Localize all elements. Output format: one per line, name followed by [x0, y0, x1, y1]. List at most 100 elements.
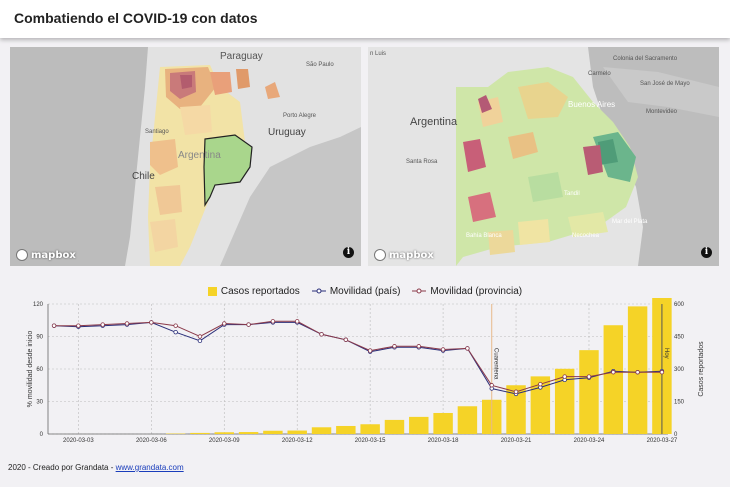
mapbox-logo[interactable]: mapbox [16, 249, 76, 261]
y-right-tick-label: 600 [674, 302, 685, 308]
point-country [197, 338, 203, 344]
bar-cases [409, 416, 429, 434]
point-province [513, 389, 519, 394]
annotation-label: Hoy [663, 348, 669, 359]
map-province-canvas[interactable]: n Luis Argentina Santa Rosa Buenos Aires… [368, 47, 719, 266]
label-tandil: Tandil [564, 191, 580, 197]
y-right-axis-label: Casos reportados [698, 341, 705, 397]
line-province [54, 320, 662, 393]
info-icon[interactable]: i [343, 247, 354, 258]
legend-bar-swatch [207, 286, 217, 296]
point-province [416, 344, 421, 349]
label-carmelo: Carmelo [588, 71, 611, 77]
bar-cases [457, 406, 478, 434]
label-argentina: Argentina [410, 116, 458, 128]
footer-link[interactable]: www.grandata.com [115, 463, 184, 472]
line-country [54, 321, 662, 395]
bar-cases [554, 368, 575, 434]
point-province [270, 319, 276, 324]
label-paraguay: Paraguay [220, 51, 263, 62]
map-argentina-country[interactable]: Paraguay São Paulo Uruguay Porto Alegre … [10, 47, 361, 266]
mapbox-logo[interactable]: mapbox [374, 249, 434, 261]
legend-label-cases: Casos reportados [220, 285, 300, 297]
bar-cases [263, 430, 283, 434]
x-tick-label: 2020-03-24 [574, 438, 605, 444]
mobility-cases-chart[interactable]: 0 0 30 150 60 300 90 450 120 600 2020-03-03 2020-03… [0, 298, 730, 458]
point-province [392, 344, 397, 349]
y-right-tick-label: 300 [674, 367, 685, 373]
point-province [222, 321, 227, 326]
point-province [586, 374, 592, 379]
legend-label-province: Movilidad (provincia) [430, 285, 523, 297]
y-left-axis-label: % movilidad desde inicio [27, 331, 34, 408]
point-province [343, 337, 349, 342]
y-left-tick-label: 0 [40, 432, 44, 438]
y-left-tick-label: 30 [36, 400, 43, 406]
point-province [173, 323, 178, 328]
point-province [246, 322, 251, 327]
label-necochea: Necochea [572, 233, 600, 239]
point-country [173, 329, 178, 335]
bar-cases [336, 425, 356, 434]
bar-cases [603, 325, 624, 434]
point-province [635, 370, 640, 375]
x-tick-label: 2020-03-18 [428, 438, 459, 444]
label-buenos-aires: Buenos Aires [568, 100, 615, 109]
bar-cases [579, 350, 599, 434]
legend-label-country: Movilidad (país) [329, 285, 401, 297]
label-porto-alegre: Porto Alegre [283, 113, 317, 119]
legend-item-country[interactable]: Movilidad (país) [311, 284, 401, 298]
map-country-canvas[interactable]: Paraguay São Paulo Uruguay Porto Alegre … [10, 47, 361, 266]
point-province [440, 347, 446, 352]
point-province [197, 334, 203, 339]
mapbox-logo-text: mapbox [31, 249, 76, 261]
bar-cases [287, 430, 307, 434]
point-province [659, 370, 665, 375]
page-title: Combatiendo el COVID-19 con datos [14, 10, 258, 26]
chart-legend: Casos reportados Movilidad (país) Movili… [0, 284, 730, 298]
legend-line-swatch-province [412, 288, 427, 294]
label-uruguay: Uruguay [268, 127, 306, 138]
info-icon[interactable]: i [701, 247, 712, 258]
point-province [295, 319, 300, 324]
label-santiago: Santiago [145, 129, 169, 135]
label-bahia-blanca: Bahía Blanca [466, 233, 502, 239]
legend-item-cases[interactable]: Casos reportados [207, 284, 300, 298]
point-province [611, 370, 616, 375]
bar-cases [530, 376, 551, 434]
bar-cases [214, 432, 234, 434]
x-tick-label: 2020-03-21 [501, 438, 532, 444]
y-left-tick-label: 90 [36, 335, 43, 341]
mapbox-icon [374, 249, 386, 261]
point-province [51, 323, 57, 328]
point-province [76, 323, 81, 328]
point-province [538, 381, 543, 387]
point-province [465, 346, 470, 351]
y-right-tick-label: 150 [674, 400, 685, 406]
footer: 2020 - Creado por Grandata - www.grandat… [8, 463, 184, 472]
bar-cases [506, 385, 526, 434]
point-province [489, 383, 494, 388]
legend-line-swatch-country [311, 288, 326, 294]
map-buenos-aires-province[interactable]: n Luis Argentina Santa Rosa Buenos Aires… [368, 47, 719, 266]
y-right-tick-label: 0 [674, 432, 678, 438]
bar-cases [384, 419, 405, 434]
point-province [562, 374, 567, 379]
label-montevideo: Montevideo [646, 109, 678, 115]
legend-item-province[interactable]: Movilidad (provincia) [412, 284, 522, 298]
bar-cases [190, 432, 210, 434]
label-san-jose: San José de Mayo [640, 81, 690, 87]
label-argentina: Argentina [178, 150, 221, 161]
x-tick-label: 2020-03-12 [282, 438, 313, 444]
mapbox-icon [16, 249, 28, 261]
bar-cases [238, 432, 259, 434]
label-sao-paulo: São Paulo [306, 62, 334, 68]
label-santa-rosa: Santa Rosa [406, 159, 438, 165]
point-province [100, 322, 105, 327]
app-header: Combatiendo el COVID-19 con datos [0, 0, 730, 38]
bar-cases [311, 427, 332, 434]
annotation-label: Cuarentena [493, 348, 499, 380]
x-tick-label: 2020-03-15 [355, 438, 386, 444]
y-right-tick-label: 450 [674, 335, 685, 341]
point-province [124, 321, 130, 326]
